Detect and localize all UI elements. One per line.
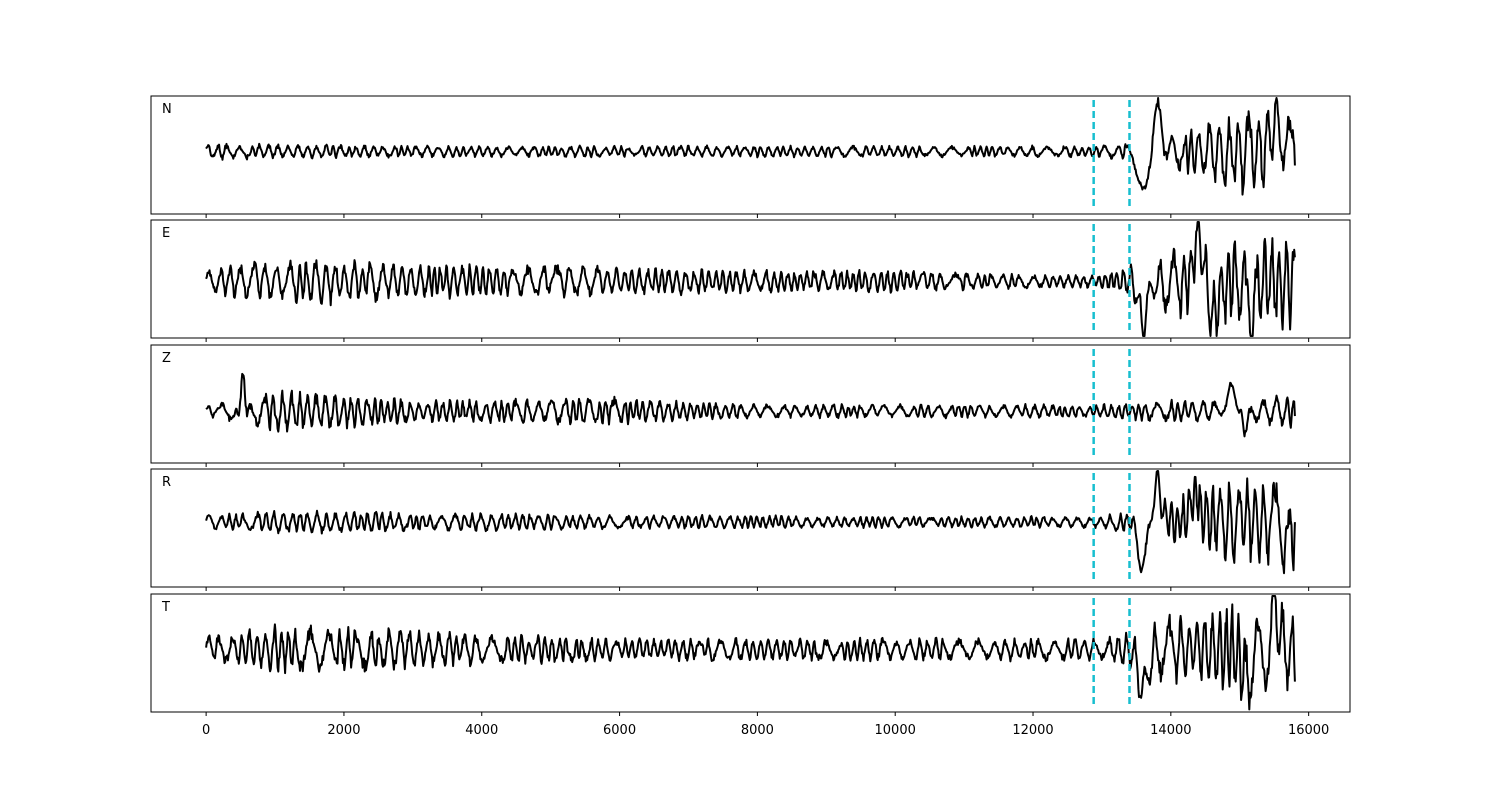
waveform-r (205, 470, 1296, 575)
x-tick-label: 12000 (1012, 723, 1053, 738)
panel-frame (150, 219, 1351, 339)
channel-label: R (162, 475, 171, 490)
panel-t: T (150, 593, 1351, 716)
panel-e: E (150, 219, 1351, 342)
channel-label: T (161, 600, 170, 615)
panel-r: R (150, 468, 1351, 591)
channel-label: N (162, 102, 172, 117)
x-tick-label: 8000 (741, 723, 774, 738)
x-tick-label: 10000 (875, 723, 916, 738)
channel-label: Z (162, 351, 171, 366)
x-tick-label: 14000 (1150, 723, 1191, 738)
channel-label: E (162, 226, 170, 241)
x-tick-label: 2000 (327, 723, 360, 738)
waveform-e (205, 221, 1296, 337)
panels-group: N E Z R T (150, 95, 1351, 716)
waveform-t (205, 595, 1296, 711)
x-tick-label: 4000 (465, 723, 498, 738)
waveform-z (205, 372, 1296, 438)
panel-n: N (150, 95, 1351, 218)
x-axis: 0 2000 4000 6000 8000 10000 12000 14000 16000 (202, 723, 1329, 738)
x-tick-label: 6000 (603, 723, 636, 738)
x-tick-label: 0 (202, 723, 210, 738)
panel-z: Z (150, 344, 1351, 467)
waveform-n (205, 97, 1296, 196)
x-tick-label: 16000 (1288, 723, 1329, 738)
